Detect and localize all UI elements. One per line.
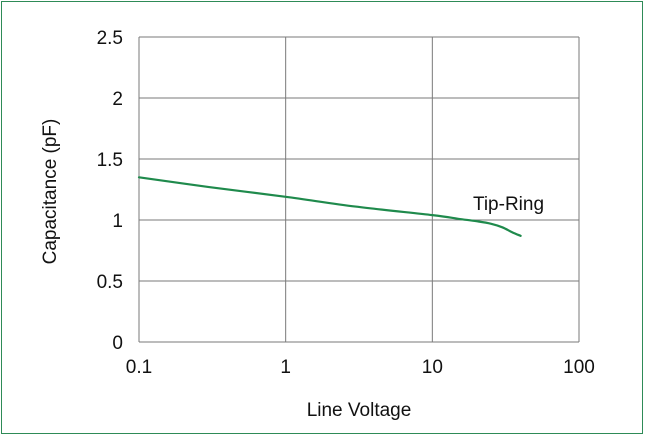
- y-tick-label: 1.5: [97, 150, 123, 171]
- y-axis-label: Capacitance (pF): [40, 119, 61, 265]
- grid: [138, 36, 580, 343]
- y-tick-label: 2: [112, 89, 123, 110]
- series-group: Tip-Ring: [137, 176, 544, 237]
- y-tick-label: 0.5: [97, 272, 123, 293]
- x-axis-label: Line Voltage: [307, 400, 412, 421]
- x-tick-labels: 0.1 1 10 100: [126, 357, 595, 378]
- x-tick-label: 1: [280, 357, 291, 378]
- y-tick-label: 1: [112, 211, 123, 232]
- x-tick-label: 0.1: [126, 357, 152, 378]
- y-tick-label: 0: [112, 333, 123, 354]
- x-tick-label: 100: [563, 357, 595, 378]
- x-tick-label: 10: [422, 357, 443, 378]
- y-tick-label: 2.5: [97, 28, 123, 49]
- y-tick-labels: 0 0.5 1 1.5 2 2.5: [97, 28, 123, 354]
- series-line-tip-ring: [137, 176, 522, 237]
- series-label-tip-ring: Tip-Ring: [473, 194, 544, 215]
